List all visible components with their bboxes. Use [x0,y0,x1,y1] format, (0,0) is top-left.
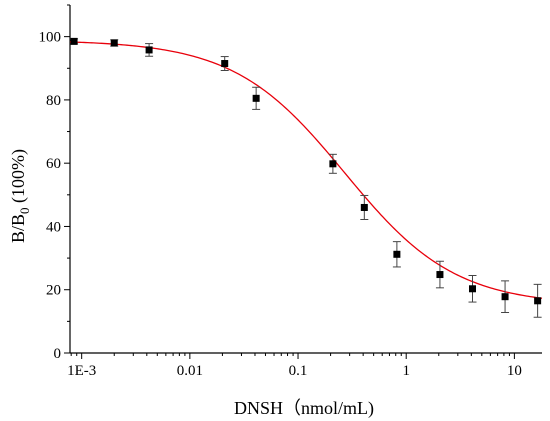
x-axis-title: DNSH（nmol/mL) [234,398,374,419]
y-tick-label: 100 [39,30,62,46]
svg-text:B/B0 (100%): B/B0 (100%) [8,149,32,243]
fit-curve [69,41,543,299]
data-point [436,271,444,279]
y-tick-label: 0 [54,346,62,362]
y-axis-title-tail: (100%) [8,149,29,207]
data-point [534,297,542,305]
y-tick-label: 60 [46,156,61,172]
data-point [468,285,476,293]
x-tick-label: 1 [402,363,410,379]
data-point [145,46,153,54]
y-axis-title-sub: 0 [17,207,32,214]
y-axis-title-main: B/B [8,214,28,243]
y-tick-label: 80 [46,93,61,109]
data-point [70,37,78,45]
data-point [221,60,229,68]
plot-area: 0 20 40 60 80 100 1E-3 0.01 0.1 1 10 [39,4,543,379]
data-point [252,94,260,102]
data-point [110,39,118,47]
x-tick-label: 10 [507,363,522,379]
y-tick-label: 40 [46,219,61,235]
data-point [360,203,368,211]
x-tick-label: 0.01 [177,363,203,379]
x-tick-label: 0.1 [289,363,308,379]
x-tick-label: 1E-3 [67,363,96,379]
data-point [501,293,509,301]
data-point [329,160,337,168]
y-axis-title: B/B0 (100%) [8,149,32,243]
data-point [393,250,401,258]
y-tick-label: 20 [46,283,61,299]
